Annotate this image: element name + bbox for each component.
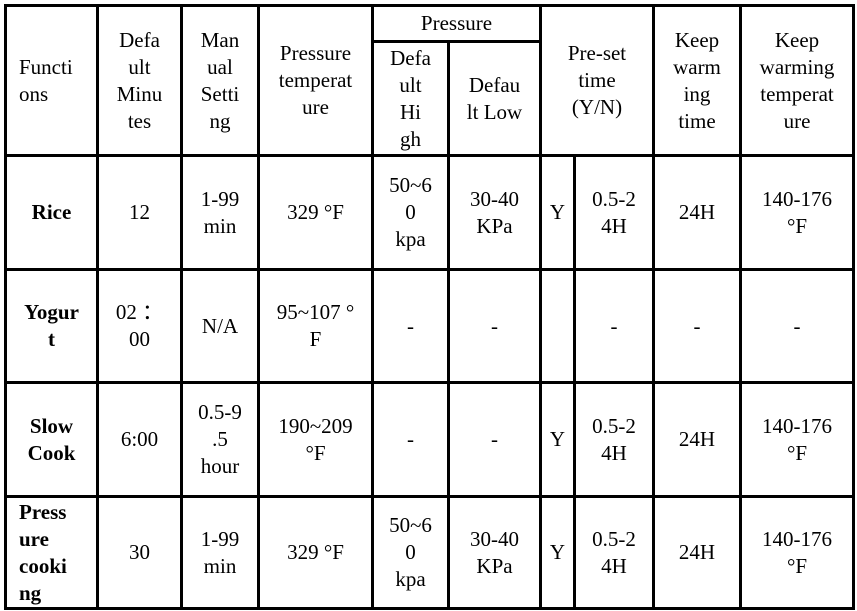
cell-default-high: -	[371, 381, 450, 498]
cell-pressure-temperature: 329 °F	[257, 495, 374, 610]
header-default-minutes: Defa ult Minu tes	[96, 4, 183, 157]
cell-keep-warming-time: 24H	[652, 381, 742, 498]
header-default-low: Defau lt Low	[447, 40, 542, 157]
cell-keep-warming-temperature: 140-176 °F	[739, 495, 855, 610]
cell-function: Press ure cooki ng	[4, 495, 99, 610]
cell-default-high: -	[371, 268, 450, 384]
cell-keep-warming-time: 24H	[652, 154, 742, 271]
cell-manual-setting: 1-99 min	[180, 495, 260, 610]
cell-keep-warming-temperature: 140-176 °F	[739, 381, 855, 498]
header-pressure-group: Pressure	[371, 4, 542, 43]
cell-pressure-temperature: 190~209 °F	[257, 381, 374, 498]
cell-keep-warming-time: 24H	[652, 495, 742, 610]
table-row-slow-cook: Slow Cook 6:00 0.5-9 .5 hour 190~209 °F …	[4, 381, 855, 498]
cell-default-low: -	[447, 381, 542, 498]
cell-default-high: 50~6 0 kpa	[371, 154, 450, 271]
cell-default-minutes: 12	[96, 154, 183, 271]
cell-manual-setting: 0.5-9 .5 hour	[180, 381, 260, 498]
cell-preset-flag	[539, 268, 576, 384]
cell-keep-warming-temperature: -	[739, 268, 855, 384]
table-row-rice: Rice 12 1-99 min 329 °F 50~6 0 kpa 30-40…	[4, 154, 855, 271]
cell-default-low: 30-40 KPa	[447, 495, 542, 610]
header-keep-warming-time: Keep warm ing time	[652, 4, 742, 157]
cell-preset-range: 0.5-2 4H	[573, 381, 655, 498]
header-pressure-temperature: Pressure temperat ure	[257, 4, 374, 157]
header-default-high: Defa ult Hi gh	[371, 40, 450, 157]
header-manual-setting: Man ual Setti ng	[180, 4, 260, 157]
cell-keep-warming-time: -	[652, 268, 742, 384]
cell-preset-flag: Y	[539, 495, 576, 610]
cell-pressure-temperature: 95~107 ° F	[257, 268, 374, 384]
cell-default-high: 50~6 0 kpa	[371, 495, 450, 610]
cell-preset-flag: Y	[539, 381, 576, 498]
header-functions: Functi ons	[4, 4, 99, 157]
table-row-yogurt: Yogur t 02 ： 00 N/A 95~107 ° F - - - - -	[4, 268, 855, 384]
cell-default-minutes: 02 ： 00	[96, 268, 183, 384]
cell-manual-setting: N/A	[180, 268, 260, 384]
cell-pressure-temperature: 329 °F	[257, 154, 374, 271]
cell-preset-flag: Y	[539, 154, 576, 271]
header-keep-warming-temperature: Keep warming temperat ure	[739, 4, 855, 157]
cell-function: Slow Cook	[4, 381, 99, 498]
cell-preset-range: 0.5-2 4H	[573, 154, 655, 271]
cell-default-low: 30-40 KPa	[447, 154, 542, 271]
cell-preset-range: 0.5-2 4H	[573, 495, 655, 610]
cell-manual-setting: 1-99 min	[180, 154, 260, 271]
cooking-functions-table-container: Functi ons Defa ult Minu tes Man ual Set…	[4, 4, 855, 610]
cell-function: Yogur t	[4, 268, 99, 384]
cell-keep-warming-temperature: 140-176 °F	[739, 154, 855, 271]
cell-preset-range: -	[573, 268, 655, 384]
cell-default-minutes: 6:00	[96, 381, 183, 498]
cell-default-low: -	[447, 268, 542, 384]
cell-default-minutes: 30	[96, 495, 183, 610]
cell-function: Rice	[4, 154, 99, 271]
table-row-pressure-cooking: Press ure cooki ng 30 1-99 min 329 °F 50…	[4, 495, 855, 610]
header-preset-time: Pre-set time (Y/N)	[539, 4, 655, 157]
cooking-functions-table: Functi ons Defa ult Minu tes Man ual Set…	[4, 4, 855, 610]
